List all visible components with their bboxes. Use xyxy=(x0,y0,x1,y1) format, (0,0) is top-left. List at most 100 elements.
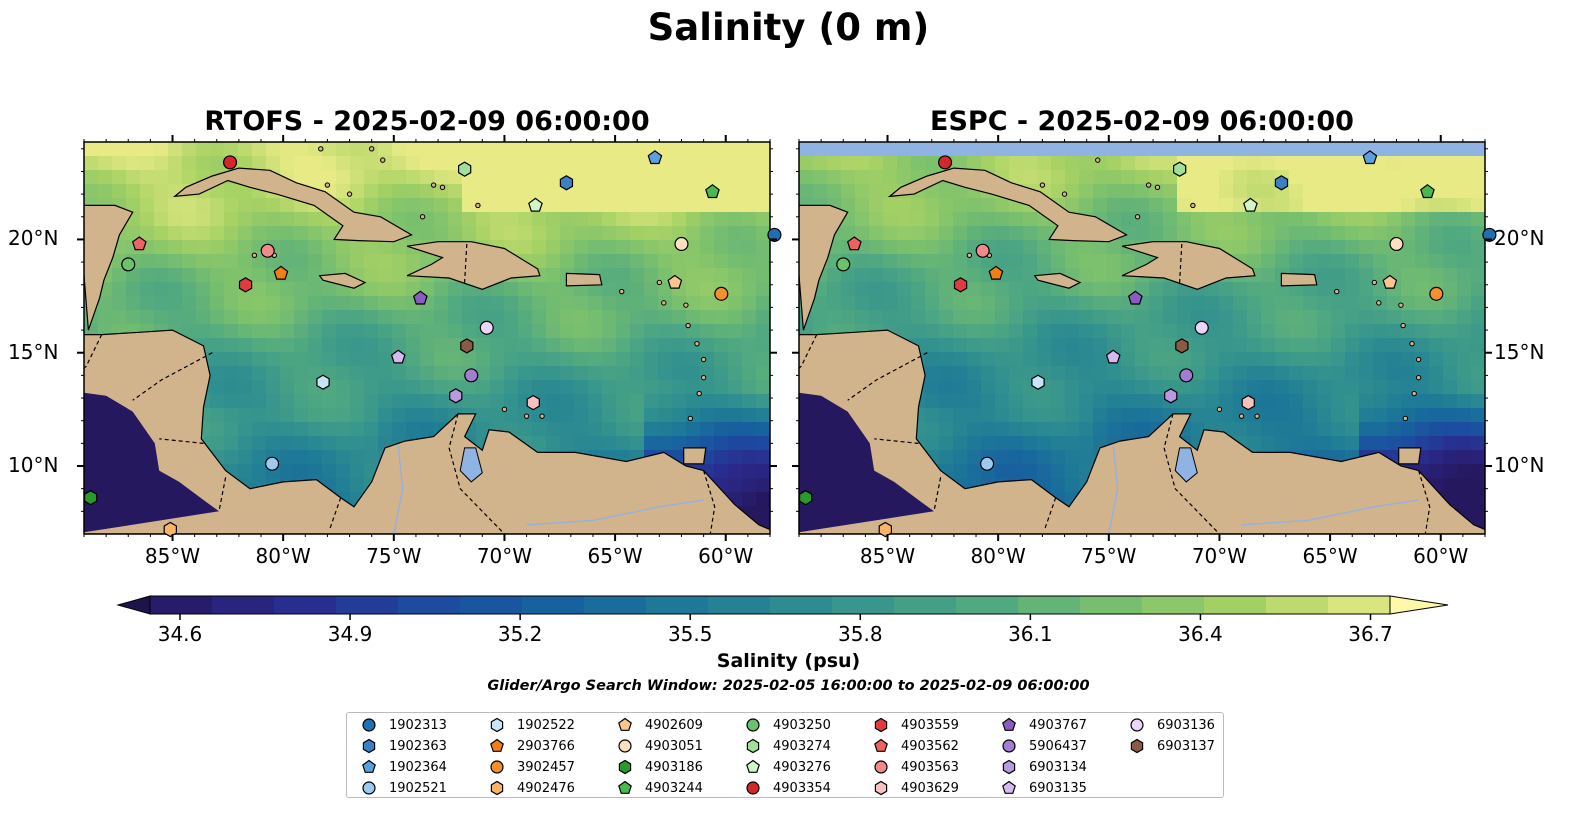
lat-tick-label-right: 10°N xyxy=(1494,453,1545,478)
float-marker-4903629 xyxy=(526,394,540,411)
colorbar-tick-label: 35.2 xyxy=(497,622,543,646)
legend-item: 6903137 xyxy=(1129,737,1215,755)
legend-marker-icon xyxy=(490,760,504,774)
float-marker-4903274 xyxy=(458,161,472,177)
legend-item-label: 4903767 xyxy=(1029,717,1087,733)
legend-marker-icon xyxy=(874,717,888,733)
float-marker-4903274 xyxy=(1172,161,1187,177)
legend-item-label: 6903137 xyxy=(1157,738,1215,754)
legend-item: 4903276 xyxy=(745,758,831,776)
float-marker-1902364 xyxy=(647,150,663,165)
legend-marker-icon xyxy=(618,780,632,794)
legend-marker-icon xyxy=(490,780,504,796)
lat-tick-label-left: 10°N xyxy=(8,453,59,478)
legend-item: 6903135 xyxy=(1001,779,1087,797)
legend-item-label: 1902521 xyxy=(389,780,447,796)
float-marker-2903766 xyxy=(988,265,1004,280)
colorbar-tick-label: 36.7 xyxy=(1348,622,1393,646)
legend-item-label: 2903766 xyxy=(517,738,575,754)
colorbar-label: Salinity (psu) xyxy=(716,650,861,672)
legend-marker-icon xyxy=(490,717,504,733)
legend-item: 6903134 xyxy=(1001,758,1087,776)
float-marker-6903137 xyxy=(1175,338,1189,354)
legend-item: 1902521 xyxy=(361,779,447,797)
float-marker-1902522 xyxy=(1031,374,1045,390)
float-marker-1902363 xyxy=(1274,175,1289,191)
lat-tick-label-left: 15°N xyxy=(8,339,59,364)
float-marker-1902521 xyxy=(980,456,995,471)
float-marker-4903562 xyxy=(131,236,147,251)
legend-item-label: 4903562 xyxy=(901,738,959,754)
lon-tick-label: 75°W xyxy=(1081,544,1137,568)
colorbar-tick-label: 34.9 xyxy=(327,622,373,646)
legend-item-label: 4903276 xyxy=(773,759,831,775)
legend-item-label: 6903135 xyxy=(1029,780,1087,796)
float-marker-3902457 xyxy=(1429,286,1444,301)
float-marker-4903250 xyxy=(836,257,851,272)
legend-marker-icon xyxy=(874,760,888,774)
float-marker-4903186 xyxy=(798,490,813,506)
legend-item-label: 4903629 xyxy=(901,780,959,796)
legend-item: 4903186 xyxy=(617,758,703,776)
float-marker-4903354 xyxy=(938,155,953,170)
float-marker-4903244 xyxy=(1420,184,1435,199)
float-marker-4903244 xyxy=(705,184,720,199)
panel-title-rtofs: RTOFS - 2025-02-09 06:00:00 xyxy=(204,106,650,137)
float-marker-4903276 xyxy=(1243,197,1258,212)
float-marker-4903767 xyxy=(1127,290,1143,305)
legend-item: 1902313 xyxy=(361,716,447,734)
legend-marker-icon xyxy=(1130,718,1144,732)
float-marker-6903135 xyxy=(1105,349,1121,364)
legend-item-label: 4903274 xyxy=(773,738,831,754)
float-marker-6903134 xyxy=(1164,388,1178,404)
legend-item-label: 4903186 xyxy=(645,759,703,775)
float-marker-4902609 xyxy=(667,274,683,289)
float-marker-4903767 xyxy=(412,290,428,305)
legend-item: 4903354 xyxy=(745,779,831,797)
float-legend: 1902313 1902363 1902364 1902521 1902522 29037… xyxy=(346,712,1224,798)
lon-tick-label: 80°W xyxy=(255,544,311,568)
float-marker-4903250 xyxy=(121,257,136,272)
legend-item: 4903250 xyxy=(745,716,831,734)
rtofs-map xyxy=(83,141,782,538)
legend-item-label: 4903563 xyxy=(901,759,959,775)
legend-marker-icon xyxy=(1002,739,1016,753)
colorbar-tick-label: 36.4 xyxy=(1178,622,1223,646)
legend-item-label: 6903136 xyxy=(1157,717,1215,733)
legend-item-label: 4903354 xyxy=(773,780,831,796)
legend-marker-icon xyxy=(362,718,376,732)
legend-item-label: 1902313 xyxy=(389,717,447,733)
float-marker-6903136 xyxy=(479,320,494,335)
lon-tick-label: 65°W xyxy=(1302,544,1358,568)
float-marker-1902363 xyxy=(559,175,574,191)
float-marker-4902476 xyxy=(878,521,893,538)
legend-marker-icon xyxy=(618,717,632,731)
legend-marker-icon xyxy=(362,759,376,773)
legend-item: 2903766 xyxy=(489,737,575,755)
float-marker-3902457 xyxy=(714,286,729,301)
lat-tick-label-right: 20°N xyxy=(1494,226,1545,251)
float-marker-5906437 xyxy=(1179,368,1194,383)
float-marker-1902522 xyxy=(316,374,330,390)
float-marker-4903562 xyxy=(846,236,862,251)
espc-map xyxy=(798,141,1497,538)
legend-item-label: 5906437 xyxy=(1029,738,1087,754)
float-marker-6903137 xyxy=(460,338,474,354)
float-marker-1902364 xyxy=(1362,150,1378,165)
map-axes xyxy=(77,135,1492,541)
legend-marker-icon xyxy=(874,738,888,752)
float-marker-4903276 xyxy=(528,197,543,212)
float-marker-4903629 xyxy=(1241,394,1255,411)
lat-tick-label-right: 15°N xyxy=(1494,339,1545,364)
legend-item-label: 4903051 xyxy=(645,738,703,754)
legend-item: 4903274 xyxy=(745,737,831,755)
float-marker-4903051 xyxy=(1389,236,1404,252)
legend-item-label: 4903244 xyxy=(645,780,703,796)
lon-tick-label: 75°W xyxy=(366,544,422,568)
legend-item-label: 1902522 xyxy=(517,717,575,733)
legend-marker-icon xyxy=(618,759,632,775)
legend-marker-icon xyxy=(1002,717,1016,731)
legend-item-label: 4903559 xyxy=(901,717,959,733)
panel-title-espc: ESPC - 2025-02-09 06:00:00 xyxy=(930,106,1354,137)
legend-item-label: 3902457 xyxy=(517,759,575,775)
